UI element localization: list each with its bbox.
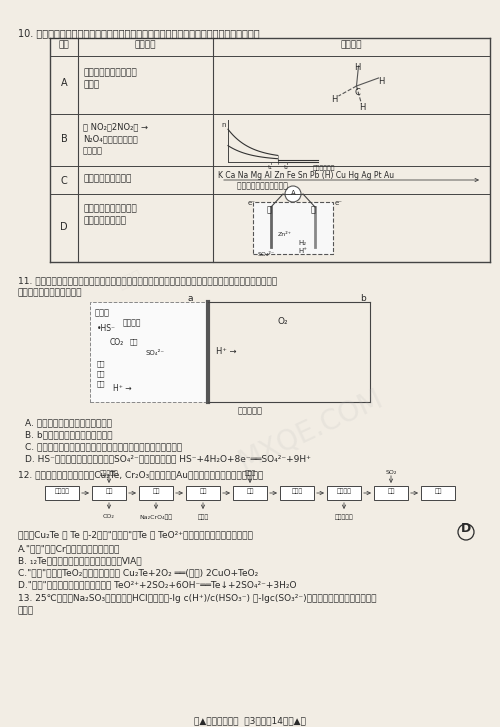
Bar [90, 302, 208, 402]
FancyBboxPatch shape [327, 486, 361, 500]
Text: CO₂: CO₂ [103, 514, 115, 519]
Text: 13. 25℃时，在Na₂SO₃溶液中通入HCl，溶液中-lg c(H⁺)/c(HSO₃⁻) 和-lgc(SO₃²⁻)的关系如图所示，下列说法错: 13. 25℃时，在Na₂SO₃溶液中通入HCl，溶液中-lg c(H⁺)/c(… [18, 594, 376, 603]
Text: 硫氧化菌: 硫氧化菌 [123, 318, 142, 327]
FancyBboxPatch shape [421, 486, 455, 500]
Text: 等 NO₂（2NO₂） →: 等 NO₂（2NO₂） → [83, 122, 148, 131]
Text: C: C [60, 176, 68, 186]
Text: n: n [222, 122, 226, 128]
Text: N₂O₄球模型在热水中: N₂O₄球模型在热水中 [83, 134, 138, 143]
Text: 煅烧: 煅烧 [105, 488, 113, 494]
Text: 原菌: 原菌 [97, 380, 106, 387]
Text: SO₄²⁻: SO₄²⁻ [145, 350, 164, 356]
Text: 回收金: 回收金 [198, 514, 208, 520]
Text: 认知模型: 认知模型 [341, 40, 362, 49]
Text: 已知：Cu₂Te 中 Te 为-2价，"浸出液"中Te 以 TeO²⁺形式存在，下列说法正确的是: 已知：Cu₂Te 中 Te 为-2价，"浸出液"中Te 以 TeO²⁺形式存在，… [18, 530, 253, 539]
Text: H: H [332, 95, 338, 104]
Text: 质子交换膜: 质子交换膜 [238, 406, 262, 415]
Text: 金属活动性由强逐渐减弱: 金属活动性由强逐渐减弱 [218, 181, 288, 190]
Text: 粗铜: 粗铜 [434, 488, 442, 494]
Text: 答案圈: 答案圈 [116, 268, 144, 292]
FancyBboxPatch shape [92, 486, 126, 500]
FancyBboxPatch shape [139, 486, 173, 500]
Text: 沉淀: 沉淀 [199, 488, 207, 494]
Text: 锌: 锌 [267, 205, 272, 214]
Text: t₂: t₂ [284, 165, 288, 170]
Text: 盐还: 盐还 [97, 370, 106, 377]
Text: MXQE.COM: MXQE.COM [233, 385, 387, 475]
FancyBboxPatch shape [45, 486, 79, 500]
Text: H⁺ →: H⁺ → [216, 347, 236, 356]
Text: 电解沉积: 电解沉积 [336, 488, 351, 494]
Text: 有机物: 有机物 [95, 308, 110, 317]
Text: a: a [188, 294, 193, 303]
Text: H₂: H₂ [298, 240, 306, 246]
Text: A. 该微生物电池不宜在高温下工作: A. 该微生物电池不宜在高温下工作 [25, 418, 112, 427]
Text: D."还原"时发生反应的离子方程式为 TeO²⁺+2SO₂+6OH⁻══Te↓+2SO₄²⁻+3H₂O: D."还原"时发生反应的离子方程式为 TeO²⁺+2SO₂+6OH⁻══Te↓+… [18, 580, 296, 589]
Text: 误的是: 误的是 [18, 606, 34, 615]
FancyBboxPatch shape [374, 486, 408, 500]
FancyBboxPatch shape [233, 486, 267, 500]
Text: •HS⁻: •HS⁻ [97, 324, 116, 333]
FancyBboxPatch shape [280, 486, 314, 500]
Text: 科学事实: 科学事实 [135, 40, 156, 49]
Text: 纯碱、空气: 纯碱、空气 [100, 470, 118, 475]
Text: b: b [360, 294, 366, 303]
Text: D: D [60, 222, 68, 232]
Text: 10. 化学学科素养要求建立认知模型，且能运用模型解释化学现象，下列对应关系错误的是: 10. 化学学科素养要求建立认知模型，且能运用模型解释化学现象，下列对应关系错误… [18, 28, 260, 38]
Text: 颜色变深: 颜色变深 [83, 146, 103, 155]
Text: 酸浸: 酸浸 [246, 488, 254, 494]
Text: H: H [378, 77, 384, 86]
Text: H: H [354, 63, 360, 72]
Text: H⁺ →: H⁺ → [113, 384, 132, 393]
Text: H⁺: H⁺ [298, 248, 307, 254]
Text: 硫酸: 硫酸 [97, 360, 106, 366]
Text: 【▲高三理科综合  第3页（共14页）▲】: 【▲高三理科综合 第3页（共14页）▲】 [194, 716, 306, 725]
Text: SO₂: SO₂ [386, 470, 396, 475]
Bar [253, 202, 333, 254]
Text: 介质: 介质 [130, 338, 138, 345]
Text: 锌与稀硫酸反应快: 锌与稀硫酸反应快 [83, 216, 126, 225]
Text: C. 若维持该微生物电池中两种细菌的存在，则电池可以持续供电: C. 若维持该微生物电池中两种细菌的存在，则电池可以持续供电 [25, 442, 182, 451]
Text: e⁻: e⁻ [335, 200, 343, 206]
Text: 粗锌与稀硫酸反应比纯: 粗锌与稀硫酸反应比纯 [83, 204, 137, 213]
Text: D: D [461, 521, 471, 534]
Text: H: H [360, 103, 366, 112]
Text: C."煅烧"时生成TeO₂的化学方程式为 Cu₂Te+2O₂ ══(高温) 2CuO+TeO₂: C."煅烧"时生成TeO₂的化学方程式为 Cu₂Te+2O₂ ══(高温) 2C… [18, 568, 258, 577]
Text: O₂: O₂ [278, 317, 288, 326]
Text: CO₂: CO₂ [110, 338, 124, 347]
Text: Na₂CrO₄溶液: Na₂CrO₄溶液 [140, 514, 172, 520]
Text: C: C [354, 88, 360, 97]
Circle shape [285, 186, 301, 202]
Text: Zn²⁺: Zn²⁺ [278, 232, 292, 237]
Text: B. b极为该微生物燃料电池的正极: B. b极为该微生物燃料电池的正极 [25, 430, 112, 439]
Text: 工业上用钠单制取铜: 工业上用钠单制取铜 [83, 174, 132, 183]
Text: 还原: 还原 [387, 488, 395, 494]
Text: A: A [290, 190, 296, 196]
Text: 稀硫酸: 稀硫酸 [244, 470, 256, 475]
Text: B: B [60, 134, 68, 144]
Text: SO₄²⁻: SO₄²⁻ [258, 252, 275, 257]
Text: 甲烷的二氧化物只有一: 甲烷的二氧化物只有一 [83, 68, 137, 77]
Text: D. HS⁻在硫氧化菌作用下转化为SO₄²⁻的电极反应式为 HS⁻+4H₂O+8e⁻══SO₄²⁻+9H⁺: D. HS⁻在硫氧化菌作用下转化为SO₄²⁻的电极反应式为 HS⁻+4H₂O+8… [25, 454, 311, 463]
Text: 12. 某电镀污泥（主要成分为Cu₂Te, Cr₂O₃以及少量的Au）资源化利用的工艺流程如图，: 12. 某电镀污泥（主要成分为Cu₂Te, Cr₂O₃以及少量的Au）资源化利用… [18, 470, 263, 479]
Text: 种结构: 种结构 [83, 80, 99, 89]
FancyBboxPatch shape [186, 486, 220, 500]
Text: 时刻升高温度: 时刻升高温度 [313, 165, 336, 171]
Text: K Ca Na Mg Al Zn Fe Sn Pb (H) Cu Hg Ag Pt Au: K Ca Na Mg Al Zn Fe Sn Pb (H) Cu Hg Ag P… [218, 171, 394, 180]
Text: 水浸: 水浸 [152, 488, 160, 494]
Text: 11. 微生物燃料电池是指在微生物的作用下将化学能转化为电能的装置，某微生物燃料电池的工作原理如图: 11. 微生物燃料电池是指在微生物的作用下将化学能转化为电能的装置，某微生物燃料… [18, 276, 277, 285]
Text: e⁻: e⁻ [248, 200, 256, 206]
Text: 电镀污泥: 电镀污泥 [54, 488, 70, 494]
Text: B. ₁₂Te在元素周期表中位于第四周期第ⅥA族: B. ₁₂Te在元素周期表中位于第四周期第ⅥA族 [18, 556, 142, 565]
Text: 金属单质铜: 金属单质铜 [334, 514, 353, 520]
Text: 选项: 选项 [58, 40, 70, 49]
Text: 铜: 铜 [311, 205, 316, 214]
Text: 所示，下列说法中错误的是: 所示，下列说法中错误的是 [18, 288, 82, 297]
Text: t₁: t₁ [268, 165, 273, 170]
Text: 浸出液: 浸出液 [292, 488, 302, 494]
Text: A."煅烧"时，Cr元素的化合价没有改变: A."煅烧"时，Cr元素的化合价没有改变 [18, 544, 120, 553]
Text: A: A [60, 78, 68, 88]
